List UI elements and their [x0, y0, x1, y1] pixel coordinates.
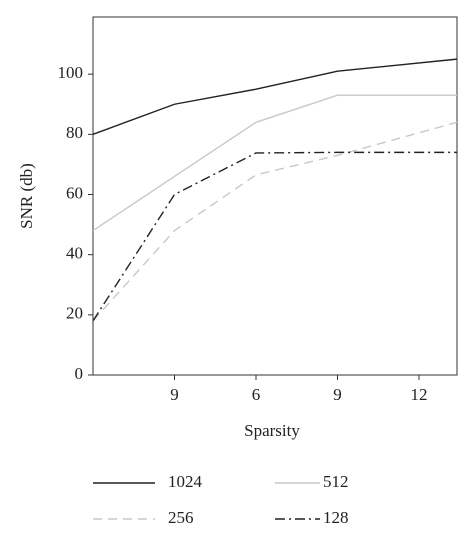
y-tick-label: 40 [66, 244, 83, 263]
x-tick-label: 9 [170, 385, 179, 404]
y-tick-label: 100 [58, 63, 84, 82]
y-tick-label: 80 [66, 123, 83, 142]
legend-label: 128 [323, 508, 349, 527]
series-line [92, 58, 458, 135]
x-tick-label: 9 [333, 385, 342, 404]
y-tick-label: 0 [75, 364, 84, 383]
legend-label: 256 [168, 508, 194, 527]
x-tick-label: 12 [410, 385, 427, 404]
plot-frame [92, 16, 458, 376]
x-axis-label: Sparsity [244, 421, 300, 440]
series-line [92, 121, 458, 322]
x-tick-label: 6 [252, 385, 261, 404]
y-axis-label: SNR (db) [17, 163, 36, 229]
series-line [92, 151, 457, 322]
legend-label: 512 [323, 472, 349, 491]
series-line [92, 94, 457, 232]
y-tick-label: 20 [66, 304, 83, 323]
y-tick-label: 60 [66, 183, 83, 202]
legend-label: 1024 [168, 472, 203, 491]
